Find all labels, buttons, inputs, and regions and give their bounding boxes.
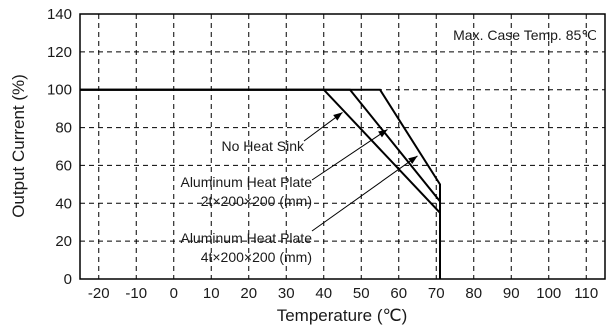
x-tick-label: 110 bbox=[574, 285, 598, 302]
series-annotation-label: 2t×200×200 (mm) bbox=[201, 193, 312, 209]
grid-lines bbox=[80, 14, 605, 279]
x-tick-label: 0 bbox=[170, 285, 178, 302]
y-tick-label: 100 bbox=[47, 82, 72, 99]
x-tick-label: 30 bbox=[278, 285, 295, 302]
series-annotation-label: Aluminum Heat Plate bbox=[180, 230, 312, 246]
annotation-arrowhead bbox=[408, 155, 418, 165]
series-annotation-label: No Heat Sink bbox=[222, 138, 305, 154]
y-tick-labels: 0 20 40 60 80 100 120 140 bbox=[47, 6, 72, 288]
x-tick-label: 20 bbox=[240, 285, 257, 302]
annotations: Max. Case Temp. 85℃ No Heat Sink Aluminum … bbox=[180, 27, 597, 265]
x-tick-label: -20 bbox=[88, 285, 110, 302]
x-tick-label: 50 bbox=[353, 285, 370, 302]
x-tick-label: 40 bbox=[315, 285, 332, 302]
series-annotation-label: Aluminum Heat Plate bbox=[180, 174, 312, 190]
x-tick-label: 60 bbox=[390, 285, 407, 302]
annotation-arrow-line bbox=[311, 155, 418, 232]
annotation-arrowhead bbox=[378, 129, 388, 138]
series-annotation-label: 4t×200×200 (mm) bbox=[201, 249, 312, 265]
y-tick-label: 140 bbox=[47, 6, 72, 23]
y-tick-label: 60 bbox=[55, 157, 72, 174]
x-tick-label: 80 bbox=[465, 285, 482, 302]
y-tick-label: 20 bbox=[55, 233, 72, 250]
x-axis-label: Temperature (℃) bbox=[277, 306, 408, 325]
x-tick-label: 90 bbox=[503, 285, 520, 302]
x-tick-label: 100 bbox=[536, 285, 561, 302]
plot-frame bbox=[79, 13, 606, 280]
series-line-3 bbox=[80, 88, 441, 279]
y-tick-label: 0 bbox=[64, 271, 72, 288]
x-tick-label: 10 bbox=[203, 285, 220, 302]
x-tick-labels: -20 -10 0 10 20 30 40 50 60 70 80 90 100 110 bbox=[88, 285, 598, 302]
y-tick-label: 120 bbox=[47, 44, 72, 61]
annotation-arrow-line bbox=[311, 129, 388, 181]
y-tick-label: 80 bbox=[55, 120, 72, 137]
x-tick-label: 70 bbox=[428, 285, 445, 302]
y-axis-label: Output Current (%) bbox=[9, 74, 28, 218]
series-lines bbox=[80, 88, 441, 279]
y-tick-label: 40 bbox=[55, 195, 72, 212]
annotation-arrowhead bbox=[333, 112, 343, 121]
max-case-temp-note: Max. Case Temp. 85℃ bbox=[453, 27, 597, 43]
x-tick-label: -10 bbox=[125, 285, 147, 302]
